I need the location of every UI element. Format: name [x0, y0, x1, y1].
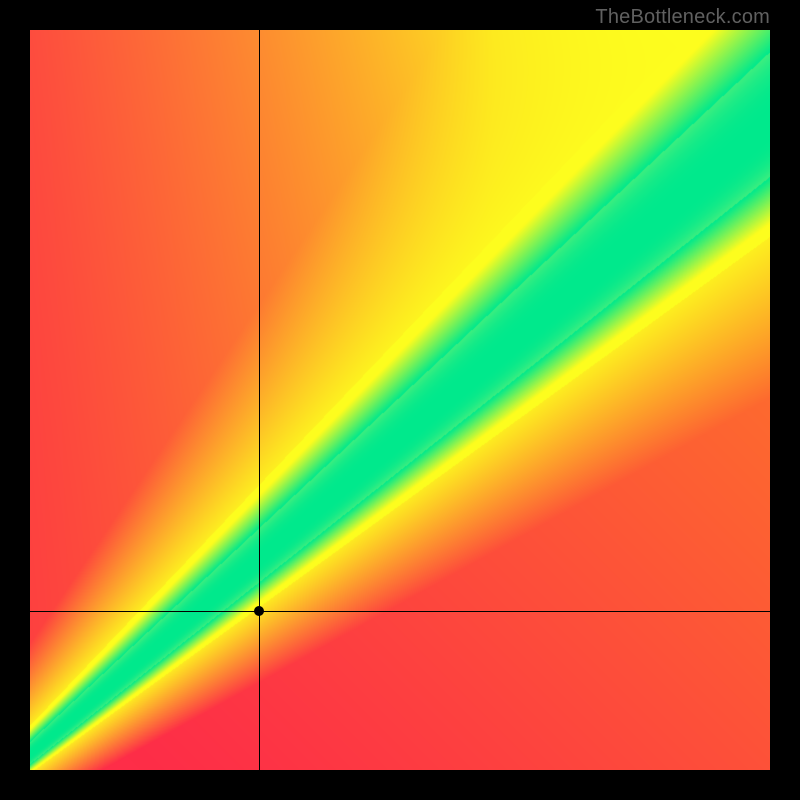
- crosshair-horizontal: [30, 611, 770, 612]
- crosshair-vertical: [259, 30, 260, 770]
- crosshair-marker: [254, 606, 264, 616]
- watermark-text: TheBottleneck.com: [595, 6, 770, 29]
- bottleneck-heatmap: [30, 30, 770, 770]
- plot-area: [30, 30, 770, 770]
